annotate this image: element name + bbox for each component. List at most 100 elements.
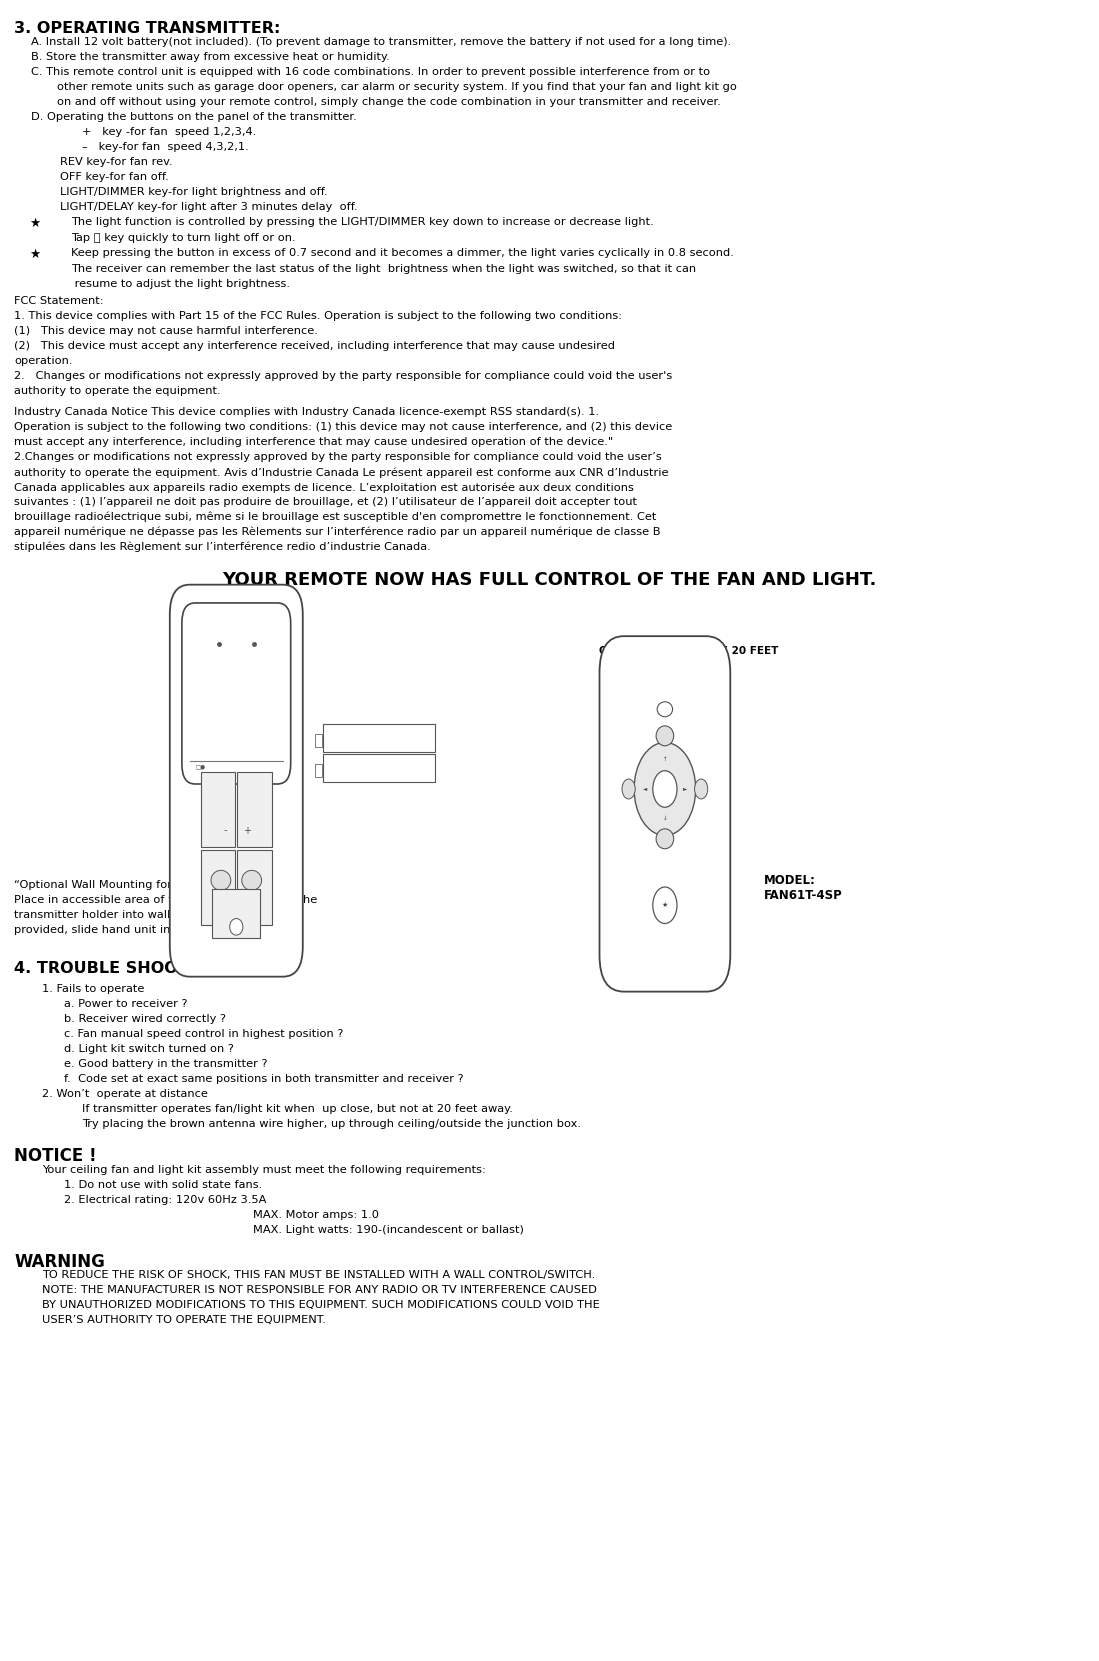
Text: operation.: operation.	[14, 355, 73, 365]
Ellipse shape	[656, 829, 674, 849]
Text: FCC Statement:: FCC Statement:	[14, 296, 104, 306]
Text: transmitter holder into wall using the two screws: transmitter holder into wall using the t…	[14, 910, 295, 920]
Text: MAX. Motor amps: 1.0: MAX. Motor amps: 1.0	[253, 1209, 379, 1221]
Text: Try placing the brown antenna wire higher, up through ceiling/outside the juncti: Try placing the brown antenna wire highe…	[82, 1120, 581, 1129]
Text: NOTICE !: NOTICE !	[14, 1148, 97, 1164]
Text: 2.   Changes or modifications not expressly approved by the party responsible fo: 2. Changes or modifications not expressl…	[14, 370, 673, 380]
Text: on and off without using your remote control, simply change the code combination: on and off without using your remote con…	[57, 96, 721, 108]
Bar	[212, 889, 260, 938]
Ellipse shape	[695, 779, 708, 799]
Text: NOTE: THE MANUFACTURER IS NOT RESPONSIBLE FOR ANY RADIO OR TV INTERFERENCE CAUSE: NOTE: THE MANUFACTURER IS NOT RESPONSIBL…	[42, 1286, 597, 1296]
Text: (2)   This device must accept any interference received, including interference : (2) This device must accept any interfer…	[14, 341, 615, 350]
Text: MODEL:
FAN61T-4SP: MODEL: FAN61T-4SP	[764, 874, 843, 902]
Ellipse shape	[242, 870, 262, 890]
Ellipse shape	[211, 870, 231, 890]
Text: D. Operating the buttons on the panel of the transmitter.: D. Operating the buttons on the panel of…	[31, 113, 356, 123]
Bar	[200, 850, 235, 925]
Bar	[237, 850, 273, 925]
Text: OFF key-for fan off.: OFF key-for fan off.	[60, 173, 169, 183]
Ellipse shape	[634, 742, 696, 835]
Text: +   key -for fan  speed 1,2,3,4.: + key -for fan speed 1,2,3,4.	[82, 128, 257, 138]
Text: authority to operate the equipment. Avis d’Industrie Canada Le présent appareil : authority to operate the equipment. Avis…	[14, 467, 669, 478]
Text: c. Fan manual speed control in highest position ?: c. Fan manual speed control in highest p…	[64, 1028, 343, 1040]
Text: TRANSMITTER: TRANSMITTER	[615, 972, 704, 982]
Text: ↓: ↓	[663, 816, 667, 822]
Ellipse shape	[218, 907, 229, 920]
Ellipse shape	[657, 701, 673, 718]
Text: resume to adjust the light brightness.: resume to adjust the light brightness.	[71, 279, 290, 289]
Text: 1. Do not use with solid state fans.: 1. Do not use with solid state fans.	[64, 1179, 262, 1191]
Text: 2. Won’t  operate at distance: 2. Won’t operate at distance	[42, 1090, 208, 1100]
FancyBboxPatch shape	[169, 585, 303, 977]
Text: ◄: ◄	[643, 786, 647, 792]
Text: REV key-for fan rev.: REV key-for fan rev.	[60, 158, 173, 168]
Text: authority to operate the equipment.: authority to operate the equipment.	[14, 385, 221, 395]
Ellipse shape	[653, 887, 677, 924]
Text: e. Good battery in the transmitter ?: e. Good battery in the transmitter ?	[64, 1060, 267, 1070]
Text: The receiver can remember the last status of the light  brightness when the ligh: The receiver can remember the last statu…	[71, 264, 697, 274]
Text: 1. Fails to operate: 1. Fails to operate	[42, 983, 144, 995]
Text: 2.Changes or modifications not expressly approved by the party responsible for c: 2.Changes or modifications not expressly…	[14, 452, 662, 462]
Text: b. Receiver wired correctly ?: b. Receiver wired correctly ?	[64, 1013, 225, 1025]
Text: If transmitter operates fan/light kit when  up close, but not at 20 feet away.: If transmitter operates fan/light kit wh…	[82, 1103, 513, 1115]
Text: appareil numérique ne dépasse pas les Rèlements sur l’interférence radio par un : appareil numérique ne dépasse pas les Rè…	[14, 527, 660, 538]
Text: □●: □●	[196, 764, 206, 769]
Text: Canada applicables aux appareils radio exempts de licence. L’exploitation est au: Canada applicables aux appareils radio e…	[14, 482, 634, 493]
Text: -: -	[223, 826, 227, 835]
Text: must accept any interference, including interference that may cause undesired op: must accept any interference, including …	[14, 437, 613, 447]
Text: (1)   This device may not cause harmful interference.: (1) This device may not cause harmful in…	[14, 326, 319, 336]
Text: +: +	[243, 826, 252, 835]
Text: ★: ★	[30, 247, 41, 261]
Text: Your ceiling fan and light kit assembly must meet the following requirements:: Your ceiling fan and light kit assembly …	[42, 1166, 486, 1176]
Text: ↑: ↑	[663, 756, 667, 762]
FancyBboxPatch shape	[323, 724, 435, 752]
Text: Tap ⓘ key quickly to turn light off or on.: Tap ⓘ key quickly to turn light off or o…	[71, 233, 296, 243]
Bar	[200, 772, 235, 847]
Ellipse shape	[244, 907, 255, 920]
FancyBboxPatch shape	[600, 636, 730, 992]
Text: A. Install 12 volt battery(not included). (To prevent damage to transmitter, rem: A. Install 12 volt battery(not included)…	[31, 37, 731, 48]
Text: a. Power to receiver ?: a. Power to receiver ?	[64, 998, 187, 1010]
Text: USER’S AUTHORITY TO OPERATE THE EQUIPMENT.: USER’S AUTHORITY TO OPERATE THE EQUIPMEN…	[42, 1316, 325, 1325]
Text: The light function is controlled by pressing the LIGHT/DIMMER key down to increa: The light function is controlled by pres…	[71, 216, 654, 228]
Text: brouillage radioélectrique subi, même si le brouillage est susceptible d'en comp: brouillage radioélectrique subi, même si…	[14, 512, 657, 523]
Bar	[315, 764, 322, 777]
Text: other remote units such as garage door openers, car alarm or security system. If: other remote units such as garage door o…	[57, 81, 737, 93]
Ellipse shape	[656, 726, 674, 746]
Text: Operation is subject to the following two conditions: (1) this device may not ca: Operation is subject to the following tw…	[14, 422, 673, 432]
Text: Keep pressing the button in excess of 0.7 second and it becomes a dimmer, the li: Keep pressing the button in excess of 0.…	[71, 247, 734, 259]
Text: suivantes : (1) l’appareil ne doit pas produire de brouillage, et (2) l’utilisat: suivantes : (1) l’appareil ne doit pas p…	[14, 497, 637, 507]
Text: WARNING: WARNING	[14, 1254, 106, 1271]
Text: 2. Electrical rating: 120v 60Hz 3.5A: 2. Electrical rating: 120v 60Hz 3.5A	[64, 1196, 266, 1206]
Text: BY UNAUTHORIZED MODIFICATIONS TO THIS EQUIPMENT. SUCH MODIFICATIONS COULD VOID T: BY UNAUTHORIZED MODIFICATIONS TO THIS EQ…	[42, 1299, 600, 1311]
Text: Industry Canada Notice This device complies with Industry Canada licence-exempt : Industry Canada Notice This device compl…	[14, 407, 599, 417]
Text: ★: ★	[662, 902, 668, 909]
Text: OPERATION DISTANCE 20 FEET: OPERATION DISTANCE 20 FEET	[599, 646, 778, 656]
Text: –   key-for fan  speed 4,3,2,1.: – key-for fan speed 4,3,2,1.	[82, 143, 249, 153]
Text: provided, slide hand unit into holder.: provided, slide hand unit into holder.	[14, 925, 225, 935]
Text: LIGHT/DELAY key-for light after 3 minutes delay  off.: LIGHT/DELAY key-for light after 3 minute…	[60, 203, 358, 213]
Text: LR03 1.5V AAA: LR03 1.5V AAA	[331, 757, 399, 766]
FancyBboxPatch shape	[323, 754, 435, 782]
Text: ★: ★	[30, 216, 41, 229]
Text: 1. This device complies with Part 15 of the FCC Rules. Operation is subject to t: 1. This device complies with Part 15 of …	[14, 311, 622, 321]
Text: ►: ►	[682, 786, 687, 792]
Ellipse shape	[230, 919, 243, 935]
Text: f.  Code set at exact same positions in both transmitter and receiver ?: f. Code set at exact same positions in b…	[64, 1075, 464, 1085]
Text: “Optional Wall Mounting for Transmitter Holder”: “Optional Wall Mounting for Transmitter …	[14, 880, 289, 890]
Ellipse shape	[622, 779, 635, 799]
Text: YOUR REMOTE NOW HAS FULL CONTROL OF THE FAN AND LIGHT.: YOUR REMOTE NOW HAS FULL CONTROL OF THE …	[222, 571, 877, 590]
Ellipse shape	[653, 771, 677, 807]
Text: MAX. Light watts: 190-(incandescent or ballast): MAX. Light watts: 190-(incandescent or b…	[253, 1226, 523, 1236]
Text: LR03 1.5V AAA: LR03 1.5V AAA	[331, 728, 399, 736]
Text: 3. OPERATING TRANSMITTER:: 3. OPERATING TRANSMITTER:	[14, 20, 280, 37]
Ellipse shape	[231, 907, 242, 920]
Text: LIGHT/DIMMER key-for light brightness and off.: LIGHT/DIMMER key-for light brightness an…	[60, 188, 329, 198]
Bar	[237, 772, 273, 847]
Bar	[315, 734, 322, 747]
FancyBboxPatch shape	[181, 603, 290, 784]
Text: B. Store the transmitter away from excessive heat or humidity.: B. Store the transmitter away from exces…	[31, 51, 389, 63]
Text: stipulées dans les Règlement sur l’interférence redio d’industrie Canada.: stipulées dans les Règlement sur l’inter…	[14, 541, 431, 553]
Text: TO REDUCE THE RISK OF SHOCK, THIS FAN MUST BE INSTALLED WITH A WALL CONTROL/SWIT: TO REDUCE THE RISK OF SHOCK, THIS FAN MU…	[42, 1271, 595, 1281]
Text: Place in accessible area of your home, and screw the: Place in accessible area of your home, a…	[14, 895, 318, 905]
